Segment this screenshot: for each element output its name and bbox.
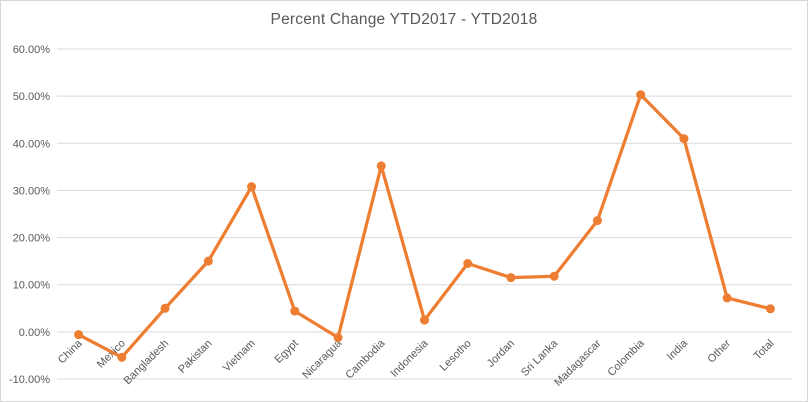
series-point-marker [679, 134, 689, 144]
x-axis-category-label: Lesotho [438, 337, 474, 373]
x-axis-category-label: Bangladesh [122, 337, 172, 387]
x-axis-category-label: Pakistan [176, 337, 214, 375]
series-point-marker [420, 315, 429, 325]
series-point-marker [765, 304, 775, 314]
x-axis-category-label: Nicaragua [300, 337, 345, 382]
y-axis-tick-label: 60.00% [13, 44, 51, 56]
x-axis-category-label: Madagascar [552, 337, 604, 389]
series-point-marker [722, 293, 732, 303]
series-point-marker [290, 306, 300, 316]
y-axis-tick-label: 20.00% [13, 233, 51, 245]
y-axis-tick-label: -10.00% [9, 374, 50, 386]
y-axis-tick-label: 30.00% [13, 185, 51, 197]
chart-title: Percent Change YTD2017 - YTD2018 [270, 11, 538, 28]
series-point-marker [592, 216, 602, 226]
series-point-marker [160, 303, 170, 313]
x-axis-category-label: Colombia [605, 337, 647, 379]
x-axis-category-label: Vietnam [221, 337, 258, 374]
x-axis-category-label: India [665, 337, 691, 363]
x-axis-category-label: Jordan [485, 337, 517, 369]
x-axis-category-label: Egypt [273, 337, 301, 365]
series-point-marker [636, 90, 646, 100]
series-point-marker [506, 273, 516, 283]
series-point-marker [463, 259, 473, 268]
series-point-marker [376, 161, 386, 171]
y-axis-tick-label: 0.00% [19, 327, 50, 339]
series-point-marker [333, 333, 343, 343]
x-axis-category-label: Indonesia [388, 337, 431, 380]
x-axis-category-label: China [56, 337, 85, 366]
series-point-marker [247, 182, 257, 192]
x-axis-category-label: Other [705, 337, 733, 365]
x-axis-category-label: Total [752, 337, 777, 362]
x-axis-category-label: Sri Lanka [519, 337, 561, 379]
y-axis-tick-label: 40.00% [13, 138, 51, 150]
series-point-marker [117, 352, 127, 362]
series-point-marker [203, 256, 213, 266]
y-axis-tick-label: 50.00% [13, 91, 51, 103]
series-point-marker [74, 330, 84, 340]
y-axis-tick-label: 10.00% [13, 280, 51, 292]
series-point-marker [549, 271, 559, 281]
x-axis-category-label: Cambodia [343, 337, 388, 382]
